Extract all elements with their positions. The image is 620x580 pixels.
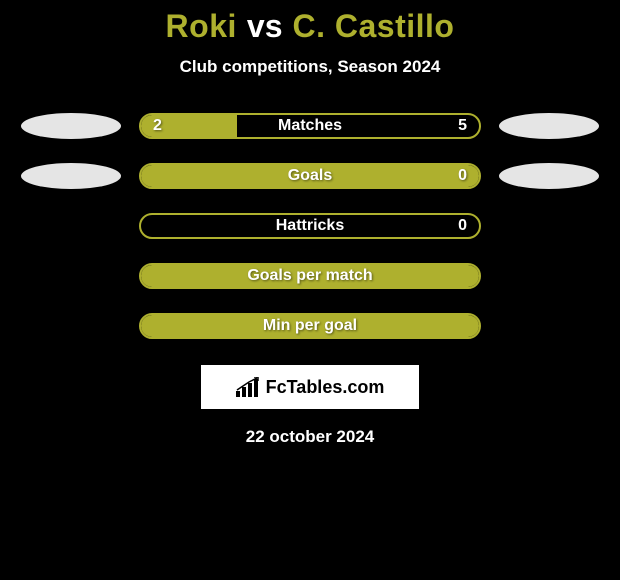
side-spacer <box>499 313 599 339</box>
stat-label: Min per goal <box>141 315 479 337</box>
side-spacer <box>499 263 599 289</box>
side-spacer <box>21 263 121 289</box>
side-spacer <box>499 213 599 239</box>
side-shape-left <box>21 163 121 189</box>
stat-bar: Min per goal <box>139 313 481 339</box>
stat-bar: Goals per match <box>139 263 481 289</box>
side-shape-right <box>499 163 599 189</box>
stat-label: Hattricks <box>141 215 479 237</box>
side-shape-right <box>499 113 599 139</box>
title-vs: vs <box>247 8 283 45</box>
side-spacer <box>21 213 121 239</box>
stat-row: Min per goal <box>0 313 620 339</box>
stat-label: Goals per match <box>141 265 479 287</box>
stat-bar: 0Goals <box>139 163 481 189</box>
title-player2: C. Castillo <box>292 8 454 45</box>
chart-icon <box>236 377 260 397</box>
logo-box: FcTables.com <box>201 365 419 409</box>
stats-area: 25Matches 0Goals 0Hattricks Goals per match… <box>0 113 620 363</box>
side-spacer <box>21 313 121 339</box>
stat-bar: 0Hattricks <box>139 213 481 239</box>
stat-row: 25Matches <box>0 113 620 139</box>
stat-row: Goals per match <box>0 263 620 289</box>
date-text: 22 october 2024 <box>246 427 375 447</box>
title-player1: Roki <box>166 8 237 45</box>
main-container: Roki vs C. Castillo Club competitions, S… <box>0 0 620 447</box>
stat-bar: 25Matches <box>139 113 481 139</box>
subtitle: Club competitions, Season 2024 <box>180 57 441 77</box>
stat-row: 0Goals <box>0 163 620 189</box>
logo-text: FcTables.com <box>266 377 385 398</box>
title-row: Roki vs C. Castillo <box>166 8 455 45</box>
stat-label: Goals <box>141 165 479 187</box>
stat-row: 0Hattricks <box>0 213 620 239</box>
side-shape-left <box>21 113 121 139</box>
stat-label: Matches <box>141 115 479 137</box>
